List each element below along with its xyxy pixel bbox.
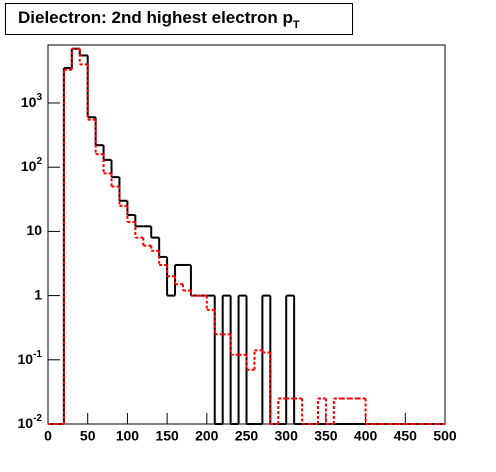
title-box <box>5 3 353 35</box>
y-tick-label: 10-2 <box>18 413 43 431</box>
x-tick-label: 250 <box>235 428 259 444</box>
y-tick-label: 10-1 <box>18 348 43 366</box>
y-tick-exponent: 2 <box>36 156 42 167</box>
title-text: Dielectron: 2nd highest electron p <box>18 8 293 27</box>
y-tick-base: 10 <box>21 158 37 174</box>
y-tick-exponent: -2 <box>33 413 42 424</box>
x-tick-label: 450 <box>394 428 418 444</box>
y-tick-base: 10 <box>21 94 37 110</box>
title-subscript: T <box>293 19 300 31</box>
y-tick-exponent: 3 <box>36 92 42 103</box>
x-tick-label: 350 <box>314 428 338 444</box>
y-tick-base: 10 <box>18 350 34 366</box>
y-tick-exponent: -1 <box>33 348 42 359</box>
x-tick-label: 500 <box>433 428 457 444</box>
y-tick-label: 102 <box>21 156 43 174</box>
y-tick-label: 10 <box>26 222 42 238</box>
x-tick-label: 100 <box>116 428 140 444</box>
x-tick-label: 300 <box>275 428 299 444</box>
y-tick-base: 10 <box>18 415 34 431</box>
y-tick-label: 1 <box>34 286 42 302</box>
x-tick-label: 150 <box>155 428 179 444</box>
x-tick-label: 0 <box>44 428 52 444</box>
chart-title: Dielectron: 2nd highest electron pT <box>18 8 300 30</box>
x-tick-label: 200 <box>195 428 219 444</box>
y-tick-label: 103 <box>21 92 43 110</box>
x-tick-label: 400 <box>354 428 378 444</box>
x-tick-label: 50 <box>80 428 96 444</box>
